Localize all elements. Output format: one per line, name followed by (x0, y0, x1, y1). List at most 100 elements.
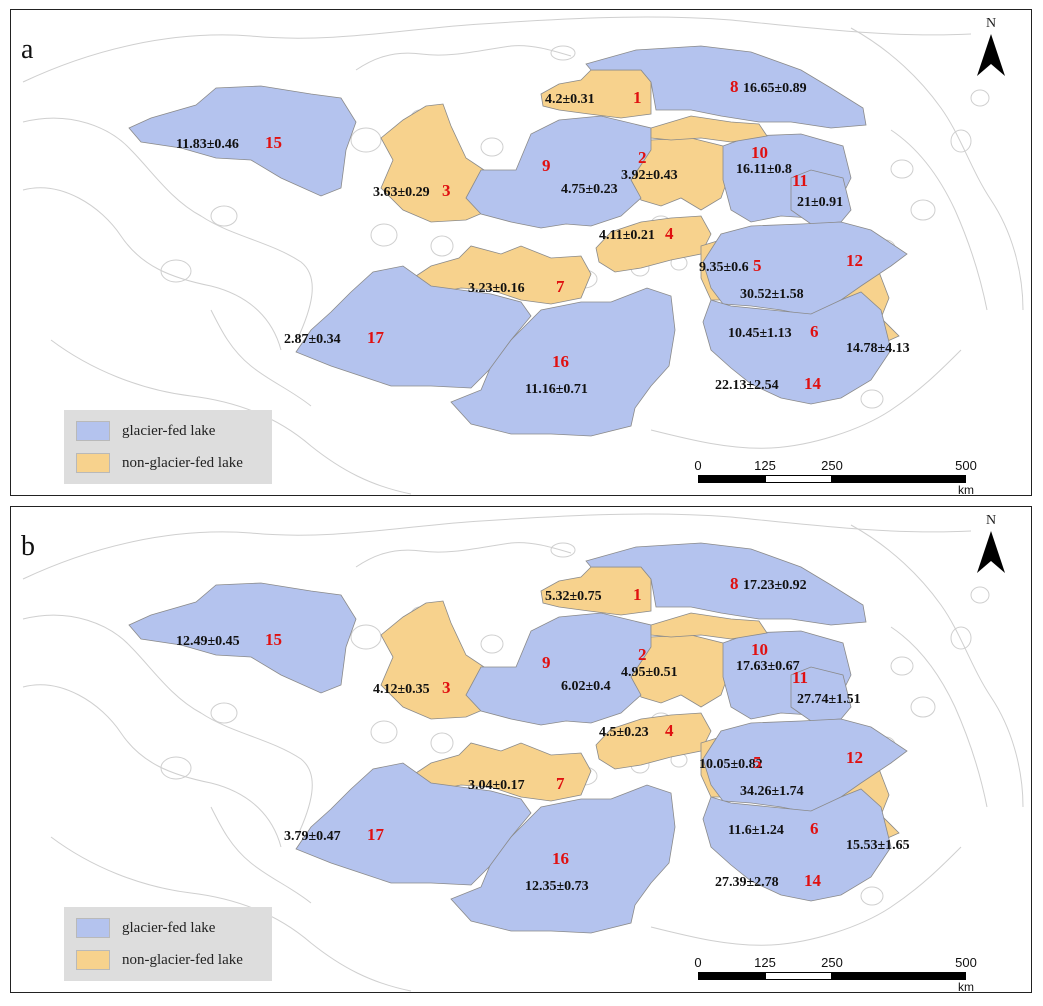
boundary-cell (160, 756, 192, 780)
region-value: 4.95±0.51 (621, 665, 678, 680)
region-value: 11.83±0.46 (176, 137, 239, 152)
region-value: 10.45±1.13 (728, 326, 792, 341)
boundary-cell (430, 235, 454, 257)
lake-regions (128, 45, 908, 437)
region-value: 12.35±0.73 (525, 879, 589, 894)
region-value: 4.12±0.35 (373, 682, 430, 697)
region-16 (450, 287, 676, 437)
region-13b (650, 612, 768, 640)
scale-tick: 250 (821, 458, 843, 473)
legend-label: glacier-fed lake (122, 422, 216, 439)
scale-unit: km (958, 483, 974, 496)
boundary-cell (350, 624, 382, 650)
region-number: 8 (730, 574, 739, 593)
region-number: 10 (751, 143, 768, 162)
region-12 (702, 718, 908, 814)
boundary-cell (210, 702, 238, 724)
region-value: 10.05±0.82 (699, 757, 763, 772)
region-value: 22.13±2.54 (715, 378, 779, 393)
scale-tick: 0 (694, 955, 702, 970)
region-value: 27.39±2.78 (715, 875, 779, 890)
boundary-line (355, 542, 572, 568)
scale-unit: km (958, 980, 974, 993)
boundary-line (890, 626, 988, 808)
region-4 (595, 215, 712, 273)
region-value: 11.6±1.24 (728, 823, 784, 838)
boundary-cell (370, 720, 398, 744)
scale-tick: 125 (754, 955, 776, 970)
admin-boundaries (22, 16, 1024, 495)
region-7 (412, 742, 592, 802)
region-number: 5 (753, 753, 762, 772)
region-number: 14 (804, 871, 822, 890)
region-value: 21±0.91 (797, 195, 843, 210)
region-17 (295, 265, 532, 389)
boundary-cell (350, 127, 382, 153)
region-number: 11 (792, 668, 808, 687)
scale-segment (765, 972, 832, 980)
boundary-cell (430, 732, 454, 754)
region-number: 4 (665, 224, 674, 243)
boundary-line (22, 684, 282, 848)
boundary-cell (480, 137, 504, 157)
region-value: 30.52±1.58 (740, 287, 804, 302)
region-number: 16 (552, 352, 569, 371)
legend-label: glacier-fed lake (122, 919, 216, 936)
scale-segment (698, 475, 765, 483)
legend-item-nonglacier: non-glacier-fed lake (76, 949, 243, 971)
scale-tick: 500 (955, 955, 977, 970)
boundary-cell (480, 634, 504, 654)
region-number: 6 (810, 322, 819, 341)
region-8 (585, 45, 867, 129)
region-9 (465, 612, 652, 726)
scale-segment (765, 475, 832, 483)
scale-bar: 0 125 250 500 km (688, 955, 1008, 993)
boundary-cell (160, 259, 192, 283)
boundary-cell (950, 129, 972, 153)
legend-label: non-glacier-fed lake (122, 454, 243, 471)
region-9 (465, 115, 652, 229)
region-value: 4.2±0.31 (545, 92, 595, 107)
boundary-line (50, 339, 412, 495)
region-number: 16 (552, 849, 569, 868)
region-value: 3.79±0.47 (284, 829, 341, 844)
boundary-cell (210, 205, 238, 227)
region-number: 14 (804, 374, 822, 393)
boundary-line (22, 614, 313, 838)
boundary-line (890, 129, 988, 311)
map-canvas: 4.2±0.31 1 3.92±0.432 3.63±0.29 3 4.11±0.21 4 9… (22, 16, 1024, 495)
region-7 (412, 245, 592, 305)
region-number: 2 (638, 148, 647, 167)
scale-segment (832, 475, 966, 483)
boundary-line (22, 117, 313, 341)
region-14 (702, 291, 892, 405)
boundary-line (355, 45, 572, 71)
region-labels: 5.32±0.75 1 4.95±0.512 4.12±0.35 3 4.5±0.23 4 1… (176, 574, 910, 894)
region-17 (295, 762, 532, 886)
region-value: 11.16±0.71 (525, 382, 588, 397)
lake-regions (128, 542, 908, 934)
region-number: 1 (633, 585, 642, 604)
region-number: 5 (753, 256, 762, 275)
boundary-cell (950, 626, 972, 650)
region-15 (128, 85, 357, 197)
region-number: 1 (633, 88, 642, 107)
region-value: 2.87±0.34 (284, 332, 341, 347)
region-value: 3.23±0.16 (468, 281, 525, 296)
boundary-line (22, 513, 972, 580)
region-number: 17 (367, 328, 385, 347)
region-number: 9 (542, 653, 551, 672)
region-16 (450, 784, 676, 934)
legend-item-nonglacier: non-glacier-fed lake (76, 452, 243, 474)
scale-tick: 500 (955, 458, 977, 473)
legend-label: non-glacier-fed lake (122, 951, 243, 968)
region-11 (790, 666, 852, 722)
map-panel-a: a 4.2±0.31 1 3.92±0.43 2 3.63±0.29 3 4.11±0.21… (10, 9, 1032, 496)
boundary-cell (890, 159, 914, 179)
north-label: N (985, 16, 997, 31)
region-value: 15.53±1.65 (846, 838, 910, 853)
region-number: 12 (846, 748, 863, 767)
boundary-cell (550, 45, 576, 61)
boundary-cell (890, 656, 914, 676)
boundary-cell (970, 586, 990, 604)
